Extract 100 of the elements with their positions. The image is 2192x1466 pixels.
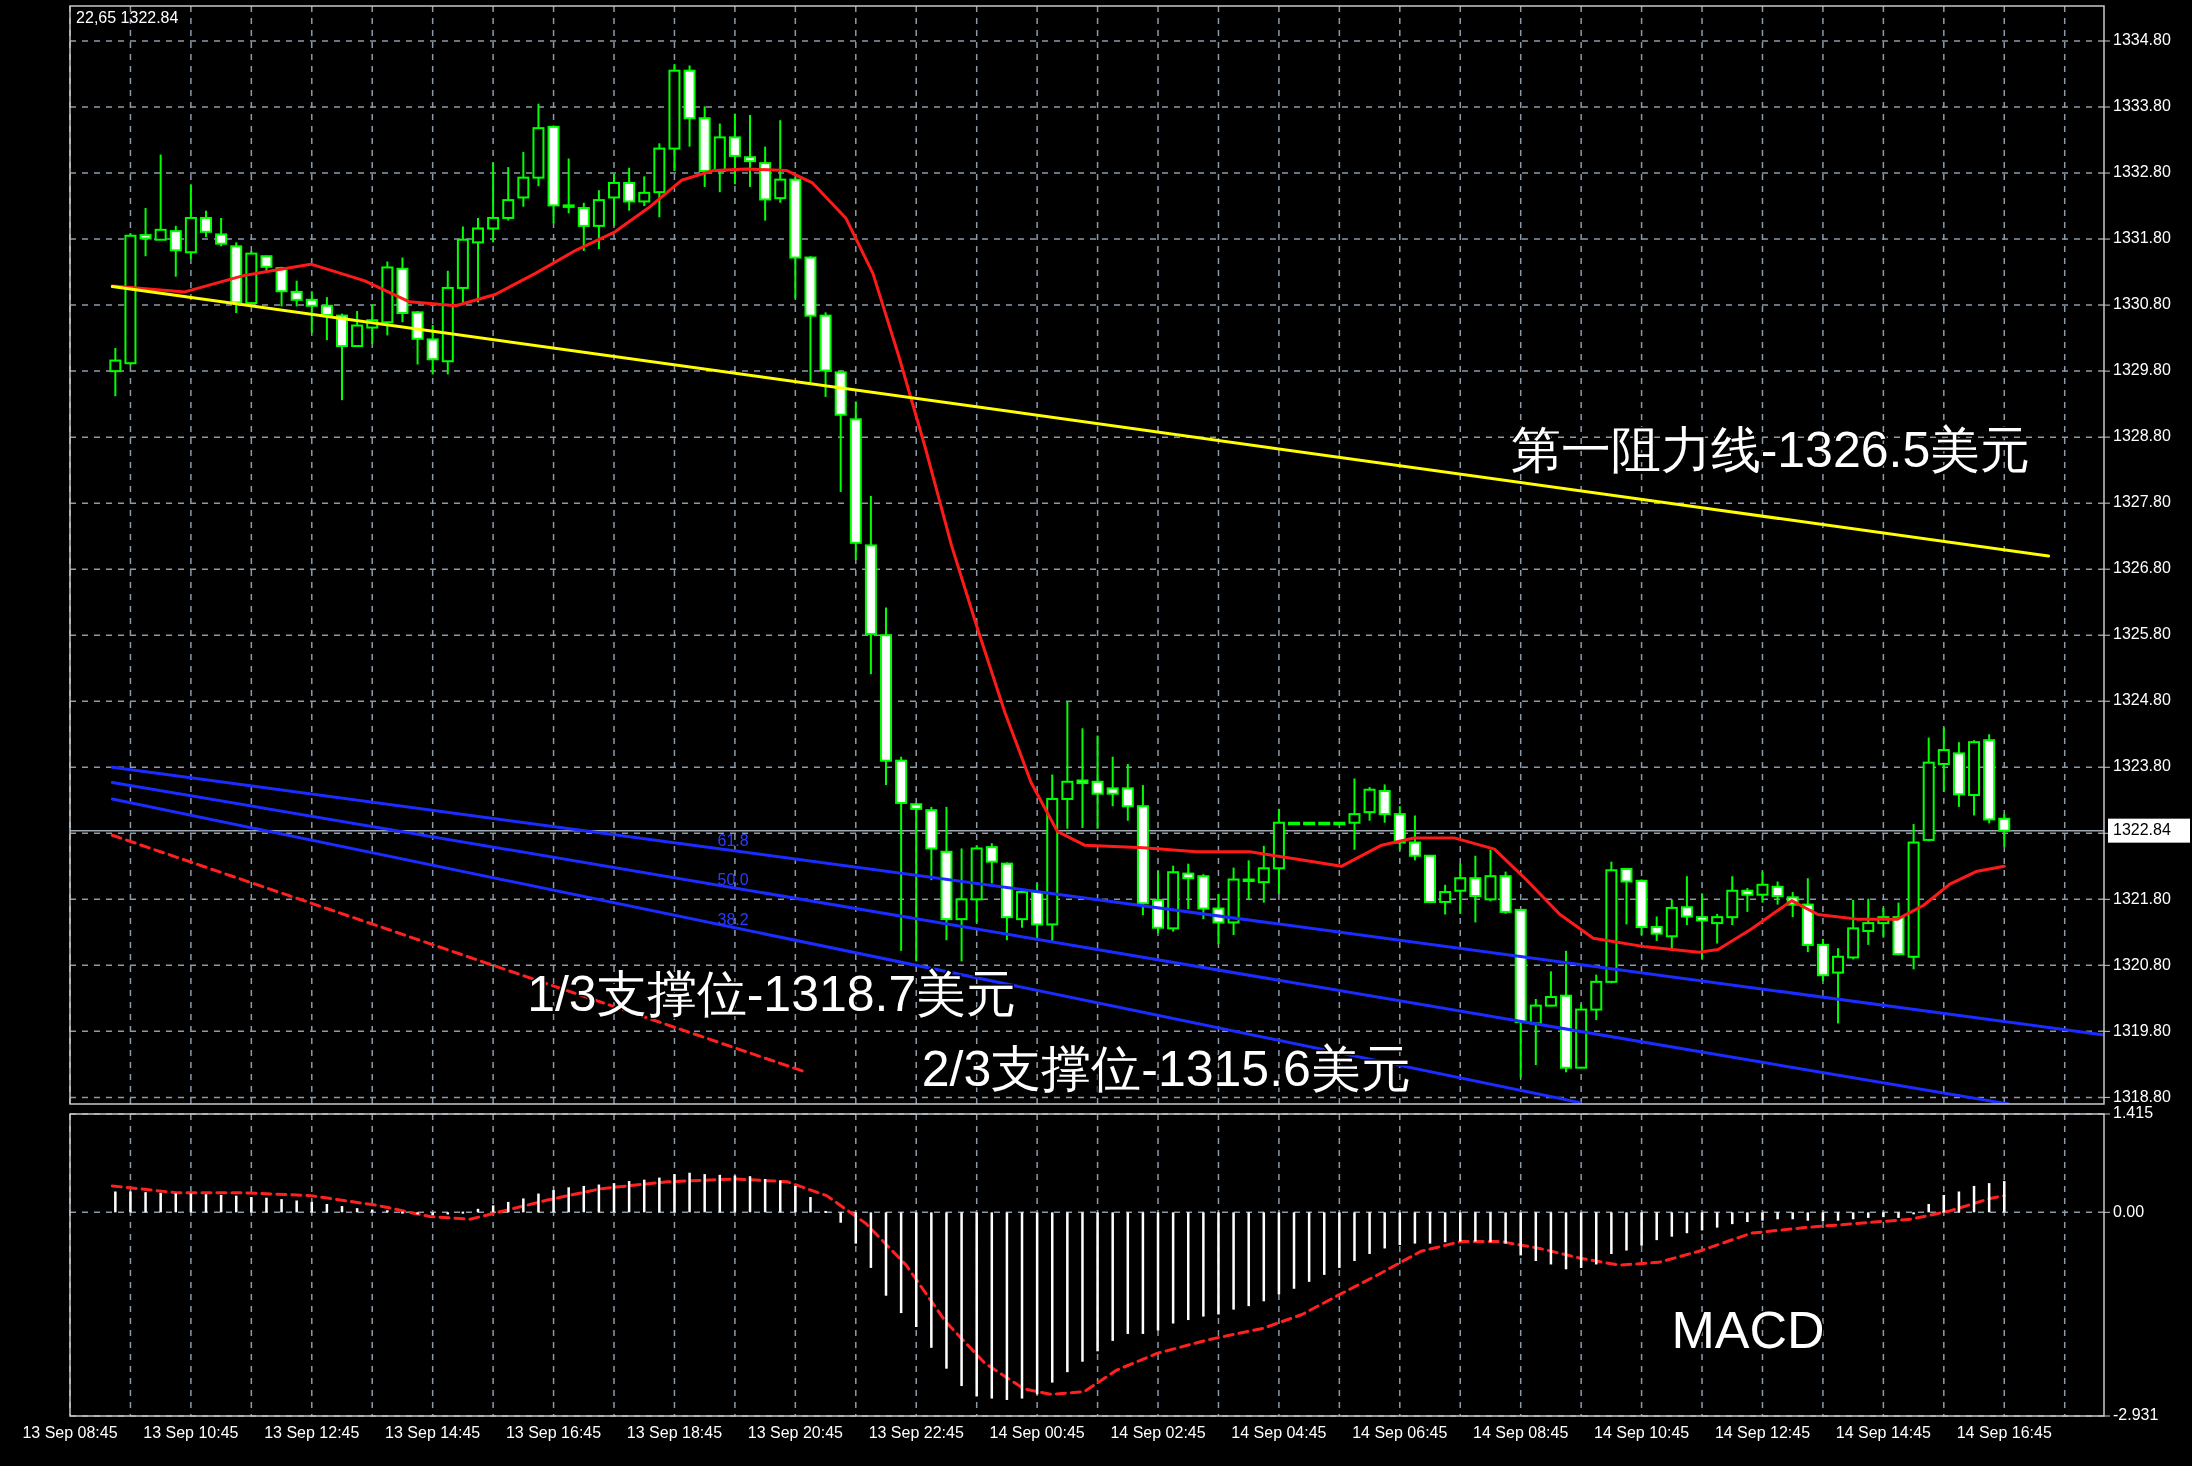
bar — [1927, 1203, 1930, 1213]
y-tick-label: 1325.80 — [2113, 625, 2171, 643]
y-tick-label: 1332.80 — [2113, 163, 2171, 181]
bar — [1202, 1212, 1205, 1317]
candlestick — [744, 113, 757, 188]
bar — [1383, 1212, 1386, 1249]
y-tick-label: 1329.80 — [2113, 361, 2171, 379]
bar — [295, 1200, 298, 1213]
bar — [1640, 1212, 1643, 1246]
candlestick — [1348, 777, 1361, 851]
y-tick-label: 1334.80 — [2113, 31, 2171, 49]
candlestick — [139, 207, 152, 258]
candlestick — [1106, 755, 1119, 808]
bar — [839, 1212, 842, 1223]
x-tick-label: 14 Sep 10:45 — [1593, 1424, 1690, 1441]
bar — [703, 1174, 706, 1213]
bar — [1066, 1212, 1069, 1373]
bar — [794, 1185, 797, 1213]
bar — [824, 1210, 827, 1213]
x-tick-label: 13 Sep 20:45 — [747, 1424, 844, 1441]
bar — [1096, 1212, 1099, 1352]
y-tick-label: 1323.80 — [2113, 757, 2171, 775]
candlestick — [1182, 862, 1195, 911]
bar — [129, 1191, 132, 1213]
bar — [1232, 1212, 1235, 1310]
y-tick-label: 1331.80 — [2113, 229, 2171, 247]
x-tick-label: 13 Sep 18:45 — [626, 1424, 723, 1441]
candlestick — [1696, 892, 1709, 960]
candlestick — [1378, 783, 1391, 824]
bar — [431, 1212, 434, 1216]
bar — [673, 1174, 676, 1213]
y-tick-label: 1333.80 — [2113, 97, 2171, 115]
candlestick — [487, 161, 500, 244]
x-tick-label: 13 Sep 10:45 — [143, 1424, 239, 1441]
y-tick-label: 1321.80 — [2113, 889, 2171, 907]
bar — [1368, 1212, 1371, 1255]
candlestick — [351, 310, 364, 348]
bar — [658, 1177, 661, 1213]
bar — [975, 1212, 978, 1397]
x-tick-label: 14 Sep 12:45 — [1714, 1424, 1811, 1441]
candlestick — [320, 296, 333, 342]
candlestick — [1484, 848, 1497, 903]
bar — [265, 1197, 268, 1213]
bar — [1625, 1212, 1628, 1251]
bar — [1610, 1212, 1613, 1255]
bar — [1761, 1212, 1764, 1221]
candlestick — [1439, 883, 1452, 916]
candlestick — [910, 801, 923, 963]
candlestick — [774, 119, 787, 204]
candlestick — [1544, 970, 1557, 1008]
ref-line-label: 1322.84 — [2113, 820, 2171, 838]
candlestick — [1756, 870, 1769, 904]
bar — [1489, 1212, 1492, 1243]
annotation: 第一阻力线-1326.5美元 — [1510, 422, 2031, 479]
x-tick-label: 14 Sep 00:45 — [989, 1424, 1085, 1441]
bar — [1519, 1212, 1522, 1256]
x-tick-label: 13 Sep 12:45 — [264, 1424, 360, 1441]
y-tick-label: 0.00 — [2113, 1202, 2145, 1220]
candlestick — [290, 279, 303, 308]
candlestick — [1061, 700, 1074, 830]
bar — [1595, 1212, 1598, 1265]
bar — [1912, 1212, 1915, 1215]
candlestick — [1862, 897, 1875, 946]
x-tick-label: 13 Sep 08:45 — [22, 1424, 118, 1441]
annotation: MACD — [1671, 1301, 1825, 1360]
candlestick — [608, 172, 621, 227]
x-tick-label: 14 Sep 08:45 — [1473, 1424, 1569, 1441]
bar — [930, 1212, 933, 1348]
x-tick-label: 14 Sep 04:45 — [1231, 1424, 1327, 1441]
bar — [1791, 1212, 1794, 1220]
candlestick — [1076, 727, 1089, 830]
candlestick — [1650, 915, 1663, 942]
candlestick — [1832, 947, 1845, 1025]
bar — [1111, 1212, 1114, 1341]
bar — [280, 1199, 283, 1213]
y-tick-label: 1327.80 — [2113, 493, 2171, 511]
candlestick — [169, 224, 182, 278]
y-tick-label: 1318.80 — [2113, 1087, 2171, 1105]
candlestick — [638, 175, 651, 208]
candlestick — [1937, 726, 1950, 793]
candlestick — [109, 347, 122, 398]
bar — [1353, 1212, 1356, 1261]
candlestick — [1242, 859, 1255, 901]
candlestick — [517, 150, 530, 208]
bar — [809, 1197, 812, 1213]
candlestick — [215, 216, 228, 248]
candlestick — [154, 153, 167, 241]
annotation: 50.0 — [717, 871, 749, 889]
x-tick-label: 14 Sep 06:45 — [1352, 1424, 1448, 1441]
bar — [114, 1191, 117, 1213]
candlestick — [955, 847, 968, 963]
bar — [159, 1192, 162, 1213]
x-tick-label: 14 Sep 14:45 — [1835, 1424, 1932, 1441]
x-tick-label: 13 Sep 22:45 — [868, 1424, 964, 1441]
candlestick — [305, 290, 318, 334]
bar — [1474, 1212, 1477, 1242]
bar — [416, 1212, 419, 1215]
bar — [1731, 1212, 1734, 1225]
x-tick-label: 13 Sep 16:45 — [505, 1424, 602, 1441]
y-tick-label: 1320.80 — [2113, 955, 2171, 973]
